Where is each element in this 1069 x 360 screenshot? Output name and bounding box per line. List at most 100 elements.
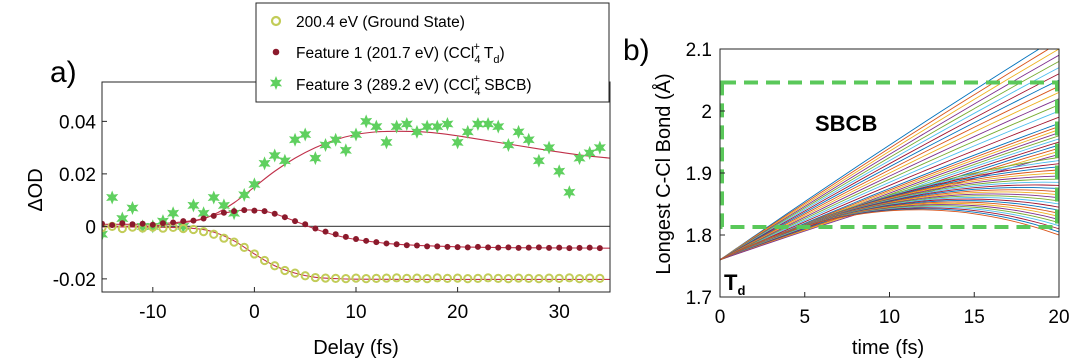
feature3-point xyxy=(258,156,271,171)
feature3-point xyxy=(410,124,424,139)
ground-state-point xyxy=(361,274,371,284)
feature3-point xyxy=(593,140,606,155)
feature3-point xyxy=(461,124,474,139)
legend-label-feature1: Feature 1 (201.7 eV) (CCl4+ Td) xyxy=(296,41,505,66)
ground-state-point xyxy=(595,273,605,283)
trajectory-line xyxy=(720,98,1059,261)
legend-marker-open-circle xyxy=(270,15,282,27)
feature3-point xyxy=(421,119,434,134)
feature3-point xyxy=(542,140,556,155)
ground-state-point xyxy=(259,255,270,266)
panel-b-xtick-label: 20 xyxy=(1048,307,1069,328)
feature1-point xyxy=(220,209,227,216)
feature3-point xyxy=(349,127,363,142)
feature3-point xyxy=(278,153,291,168)
trajectory-line xyxy=(720,209,1059,261)
ground-state-point xyxy=(188,224,199,235)
feature1-point xyxy=(505,244,512,251)
panel-a-xtick-label: 10 xyxy=(345,302,366,323)
panel-b-xtick-label: 15 xyxy=(964,307,985,328)
ground-state-point xyxy=(432,273,442,283)
panel-a-plot-area xyxy=(102,82,610,292)
feature3-point xyxy=(522,132,535,147)
feature1-point xyxy=(200,215,207,222)
trajectory-line xyxy=(720,126,1059,261)
feature1-point xyxy=(403,242,410,249)
feature1-point xyxy=(353,235,359,242)
feature1-point xyxy=(485,244,492,251)
feature3-point xyxy=(471,117,484,131)
ground-state-point xyxy=(351,273,361,283)
feature1-point xyxy=(474,243,481,250)
feature3-point xyxy=(502,138,515,152)
feature3-point xyxy=(309,151,322,166)
feature1-point xyxy=(119,220,126,227)
panel-a-ytick-label: -0.02 xyxy=(53,270,96,291)
feature3-point xyxy=(268,148,281,163)
feature3-point xyxy=(563,185,576,200)
trajectory-line xyxy=(720,104,1059,261)
panel-b: b) SBCB Td 0 5 10 15 20 1.7 1.8 1.9 2 2.1 time (… xyxy=(623,34,1069,359)
feature3-point xyxy=(217,198,230,213)
panel-b-ylabel: Longest C-Cl Bond (Å) xyxy=(652,73,675,274)
feature3-point xyxy=(451,135,464,150)
feature3-point xyxy=(197,206,210,221)
panel-a-ytick-label: 0 xyxy=(85,217,96,238)
trajectory-line xyxy=(720,85,1059,261)
feature3-point xyxy=(532,153,545,168)
feature1-point xyxy=(515,244,522,251)
feature1-point xyxy=(190,217,197,224)
feature1-point xyxy=(373,239,380,246)
trajectory-line xyxy=(720,110,1059,261)
feature1-point xyxy=(129,221,136,228)
feature1-point xyxy=(383,240,390,247)
ground-state-point xyxy=(300,271,310,281)
feature3-point xyxy=(187,198,200,213)
ground-state-point xyxy=(412,273,422,283)
ground-state-point xyxy=(453,273,463,283)
feature1-point xyxy=(454,244,461,251)
feature1-point xyxy=(102,220,105,227)
trajectory-line xyxy=(720,91,1059,261)
ground-state-point xyxy=(524,273,534,283)
ground-state-point xyxy=(229,237,239,247)
feature1-point xyxy=(444,243,451,250)
ground-state-point xyxy=(239,242,249,252)
ground-state-point xyxy=(503,274,513,284)
panel-b-xtick-label: 0 xyxy=(715,307,726,328)
feature1-point xyxy=(525,244,532,251)
feature3-point xyxy=(319,138,332,152)
ground-state-point xyxy=(564,273,574,283)
feature3-point xyxy=(207,190,220,205)
panel-b-ytick-label: 1.9 xyxy=(686,164,712,185)
feature3-point xyxy=(380,135,393,150)
feature1-point xyxy=(342,233,349,240)
feature1-point xyxy=(363,237,370,244)
panel-b-ytick-label: 1.7 xyxy=(686,288,712,309)
ground-state-point xyxy=(544,273,554,283)
ground-state-point xyxy=(290,268,300,278)
ground-state-point xyxy=(513,273,524,283)
feature3-point xyxy=(106,190,119,205)
ground-state-point xyxy=(585,273,595,283)
feature1-point xyxy=(546,244,553,251)
ground-state-point xyxy=(249,249,259,259)
feature1-point xyxy=(586,244,593,251)
legend-marker-dot xyxy=(272,48,280,56)
ground-state-point xyxy=(199,227,209,237)
sbcb-label: SBCB xyxy=(815,111,877,136)
feature3-point xyxy=(329,132,342,147)
ground-state-point xyxy=(392,273,402,283)
legend-entry-ground: 200.4 eV (Ground State) xyxy=(270,14,465,31)
feature3-point xyxy=(238,187,251,202)
panel-a-xtick-label: -10 xyxy=(139,302,166,323)
feature3-point xyxy=(177,219,190,234)
feature1-point xyxy=(180,218,187,225)
trajectory-line xyxy=(720,116,1059,261)
feature1-point xyxy=(231,208,238,215)
feature1-point xyxy=(281,214,288,221)
ground-state-point xyxy=(209,229,219,239)
feature1-point xyxy=(393,241,400,248)
